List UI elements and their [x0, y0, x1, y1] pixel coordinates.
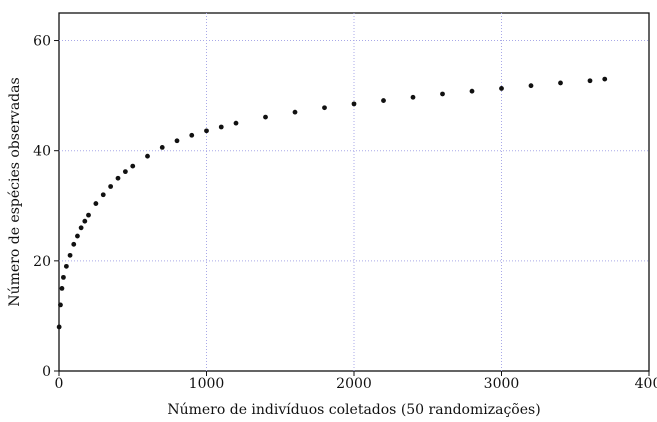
x-tick-label: 0 — [55, 376, 64, 392]
data-point — [233, 120, 239, 126]
x-axis-label: Número de indivíduos coletados (50 rando… — [167, 402, 540, 418]
y-tick-label: 60 — [33, 34, 51, 50]
data-point — [602, 76, 608, 82]
data-point — [56, 324, 62, 330]
data-point — [58, 302, 63, 308]
data-point — [78, 225, 84, 231]
x-tick-label: 400 — [635, 376, 657, 392]
data-point — [263, 114, 268, 120]
y-tick-label: 20 — [33, 254, 51, 270]
data-point — [410, 94, 416, 100]
data-point — [528, 83, 534, 89]
data-point — [381, 98, 386, 103]
y-tick-label: 40 — [33, 144, 51, 160]
data-point — [322, 105, 327, 111]
data-point — [100, 192, 106, 198]
data-point — [558, 80, 563, 86]
data-point — [351, 101, 357, 107]
data-point — [108, 184, 114, 189]
data-point — [93, 201, 99, 206]
data-point — [159, 144, 165, 150]
data-point — [82, 218, 88, 224]
data-point — [499, 86, 504, 91]
x-tick-label: 2000 — [336, 376, 372, 392]
y-axis-label: Número de espécies observadas — [7, 77, 23, 306]
data-point — [189, 132, 195, 138]
data-point — [145, 153, 150, 159]
plot-area-border — [58, 12, 650, 372]
data-point — [86, 212, 91, 218]
data-point — [115, 175, 121, 181]
data-point — [59, 285, 65, 291]
data-point — [67, 252, 73, 258]
data-point — [174, 138, 180, 144]
data-point — [292, 109, 298, 115]
x-tick-label: 3000 — [484, 376, 520, 392]
data-point — [71, 241, 77, 247]
data-point — [587, 78, 593, 84]
data-point — [63, 263, 69, 269]
data-point — [61, 274, 66, 280]
data-points — [56, 76, 608, 330]
x-tick-label: 1000 — [189, 376, 225, 392]
data-point — [122, 169, 128, 175]
data-point — [204, 128, 209, 134]
data-point — [218, 124, 224, 130]
data-point — [130, 163, 136, 169]
grid-lines — [59, 13, 649, 371]
y-tick-label: 0 — [42, 364, 51, 380]
data-point — [75, 233, 80, 239]
data-point — [440, 91, 445, 97]
data-point — [469, 88, 475, 94]
